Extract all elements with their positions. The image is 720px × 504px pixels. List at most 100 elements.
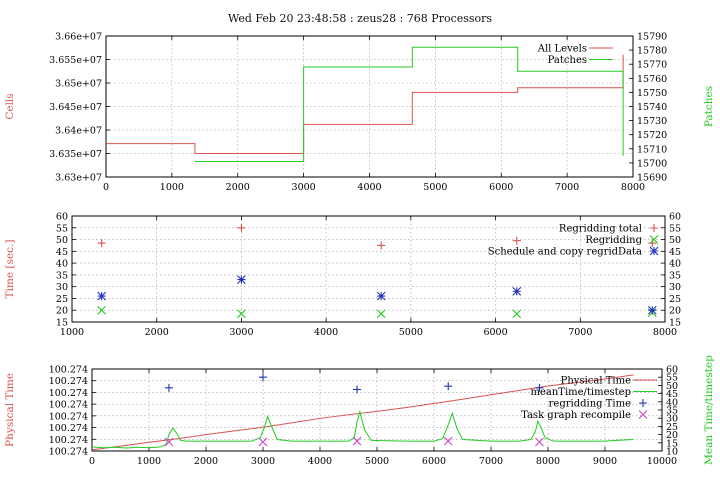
y-tick-label: 3.655e+07 xyxy=(49,55,102,66)
legend-label: Regridding total xyxy=(559,224,642,235)
y2-tick-label: 60 xyxy=(669,212,681,223)
series-regridding-time xyxy=(164,373,544,394)
y-tick-label: 3.64e+07 xyxy=(55,126,102,137)
y-tick-label: 3.63e+07 xyxy=(55,173,102,184)
series-regridding xyxy=(97,305,657,319)
series-line xyxy=(106,54,624,154)
legend-marker xyxy=(649,235,659,244)
data-point xyxy=(648,239,657,248)
legend-label: All Levels xyxy=(537,44,587,55)
data-point xyxy=(512,309,522,319)
series-physical-time xyxy=(91,374,634,451)
x-tick-label: 7000 xyxy=(555,182,579,193)
legend-label: Patches xyxy=(548,55,587,66)
x-tick-label: 9000 xyxy=(593,456,617,467)
y2-tick-label: 15740 xyxy=(637,102,667,113)
y-tick-label: 60 xyxy=(56,212,68,223)
data-point xyxy=(237,275,246,284)
y2-tick-label: 15710 xyxy=(637,144,667,155)
y2-tick-label: 45 xyxy=(669,247,681,258)
y2-tick-label: 15 xyxy=(666,438,678,449)
series-all-levels xyxy=(106,54,624,154)
data-point xyxy=(647,305,657,315)
y2-tick-label: 15780 xyxy=(637,46,667,57)
data-point xyxy=(97,239,106,248)
series-line xyxy=(91,374,634,451)
y-tick-label: 3.635e+07 xyxy=(49,149,102,160)
y-axis-title: Cells xyxy=(4,93,16,119)
x-tick-label: 0 xyxy=(103,182,109,193)
x-tick-label: 2000 xyxy=(145,327,169,338)
data-point xyxy=(377,241,386,250)
x-tick-label: 8000 xyxy=(653,327,677,338)
y-tick-label: 20 xyxy=(56,306,68,317)
y-tick-label: 55 xyxy=(56,223,68,234)
legend: Physical TimemeanTime/timestepregridding… xyxy=(521,376,657,421)
y-tick-label: 100.274 xyxy=(49,376,88,387)
y-tick-label: 100.274 xyxy=(49,365,88,376)
y-tick-label: 3.645e+07 xyxy=(49,102,102,113)
y2-tick-label: 15 xyxy=(669,318,681,329)
y2-tick-label: 30 xyxy=(666,414,678,425)
chart-cells-patches: 0 1000 2000 3000 4000 5000 6000 7000 8000 3.63e+0… xyxy=(4,32,715,194)
chart-regridding-time: 1000 2000 3000 4000 5000 6000 7000 800015202530… xyxy=(4,212,681,339)
y2-tick-label: 15750 xyxy=(637,88,667,99)
y2-tick-label: 20 xyxy=(666,430,678,441)
series-patches xyxy=(194,46,624,162)
x-tick-label: 0 xyxy=(89,456,95,467)
y2-tick-label: 20 xyxy=(669,306,681,317)
plot-frame xyxy=(71,215,666,323)
legend-label: Regridding xyxy=(585,235,642,246)
y2-tick-label: 60 xyxy=(666,365,678,376)
x-tick-label: 4000 xyxy=(314,327,338,338)
y2-tick-label: 35 xyxy=(666,406,678,417)
y2-tick-label: 15690 xyxy=(637,173,667,184)
y2-tick-label: 15730 xyxy=(637,116,667,127)
y2-tick-label: 30 xyxy=(669,282,681,293)
y-tick-label: 35 xyxy=(56,270,68,281)
grid xyxy=(92,369,662,451)
data-point xyxy=(164,383,173,392)
x-tick-label: 3000 xyxy=(292,182,316,193)
x-tick-label: 1000 xyxy=(137,456,161,467)
legend-label: Schedule and copy regridData xyxy=(488,247,642,258)
y2-tick-label: 15720 xyxy=(637,130,667,141)
data-point xyxy=(164,437,174,447)
y2-axis-title: Mean Time/timestep xyxy=(703,355,715,465)
y-tick-label: 100.274 xyxy=(49,435,88,446)
series-meantime-timestep xyxy=(91,409,634,449)
data-point xyxy=(237,309,246,319)
data-point xyxy=(444,382,453,391)
data-point xyxy=(258,437,268,447)
data-point xyxy=(97,305,107,315)
x-tick-label: 10000 xyxy=(647,456,677,467)
y2-tick-label: 55 xyxy=(669,223,681,234)
y-tick-label: 100.274 xyxy=(49,447,88,458)
x-tick-label: 5000 xyxy=(399,327,423,338)
data-point xyxy=(376,309,386,319)
y-tick-label: 3.66e+07 xyxy=(55,32,102,43)
y2-tick-label: 35 xyxy=(669,270,681,281)
data-point xyxy=(535,437,544,447)
x-tick-label: 1000 xyxy=(160,182,184,193)
y2-tick-label: 40 xyxy=(669,259,681,270)
y2-tick-label: 10 xyxy=(666,447,678,458)
y-tick-label: 100.274 xyxy=(49,411,88,422)
x-tick-label: 4000 xyxy=(357,182,381,193)
data-point xyxy=(353,385,362,394)
y2-tick-label: 50 xyxy=(669,235,681,246)
x-tick-label: 6000 xyxy=(422,456,446,467)
y2-tick-label: 55 xyxy=(666,373,678,384)
x-tick-label: 4000 xyxy=(308,456,332,467)
legend-label: Task graph recompile xyxy=(521,410,631,421)
series-line xyxy=(91,409,634,449)
y2-tick-label: 25 xyxy=(666,422,678,433)
y-tick-label: 45 xyxy=(56,247,68,258)
legend-marker xyxy=(650,224,658,232)
y-tick-label: 3.65e+07 xyxy=(55,79,102,90)
y-tick-label: 40 xyxy=(56,259,68,270)
y-tick-label: 50 xyxy=(56,235,68,246)
y2-tick-label: 15770 xyxy=(637,60,667,71)
